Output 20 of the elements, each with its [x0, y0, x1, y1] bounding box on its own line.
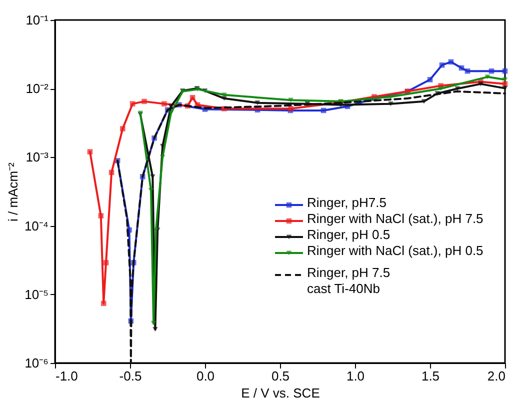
legend-label: Ringer with NaCl (sat.), pH 7.5: [307, 211, 484, 226]
legend-label: Ringer with NaCl (sat.), pH 0.5: [307, 243, 484, 258]
x-tick-label: 1.5: [421, 368, 440, 384]
x-tick-label: -0.5: [119, 368, 142, 384]
y-tick-label: 10⁻²: [26, 81, 50, 96]
legend-label: Ringer, pH7.5: [307, 195, 386, 210]
x-axis-title: E / V vs. SCE: [241, 386, 320, 400]
x-tick-label: 1.0: [346, 368, 365, 384]
y-tick-label: 10⁻⁶: [24, 356, 48, 370]
x-tick-label: 2.0: [487, 368, 506, 384]
x-tick-label: -1.0: [56, 368, 78, 384]
x-tick-label: 0.0: [196, 368, 215, 384]
x-tick-label: 0.5: [271, 368, 290, 384]
legend-label: Ringer, pH 7.5 cast Ti-40Nb: [307, 265, 390, 296]
y-axis-title: i / mAcm⁻²: [5, 162, 20, 222]
legend-label: Ringer, pH 0.5: [307, 227, 390, 242]
y-tick-label: 10⁻⁴: [24, 218, 48, 234]
y-tick-label: 10⁻¹: [26, 12, 50, 28]
y-tick-label: 10⁻³: [26, 150, 50, 165]
y-tick-label: 10⁻⁵: [24, 286, 48, 302]
